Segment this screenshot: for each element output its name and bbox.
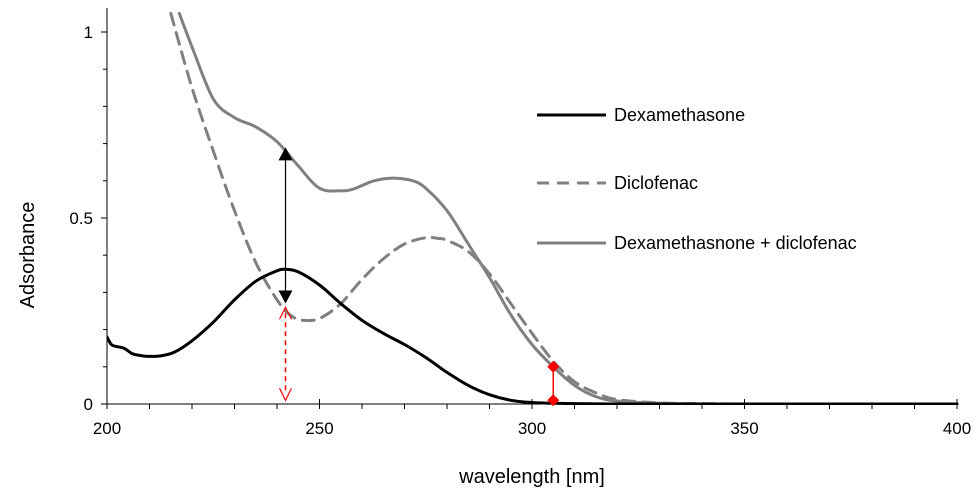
legend-label-1: Dexamethasone xyxy=(614,105,745,125)
x-tick-label: 400 xyxy=(943,419,971,438)
series-line-1 xyxy=(107,267,959,405)
x-tick-label: 200 xyxy=(93,419,121,438)
legend-label-2: Diclofenac xyxy=(614,173,698,193)
series-line-2 xyxy=(169,11,959,405)
y-tick-label: 0 xyxy=(84,395,93,414)
diamond-marker xyxy=(547,394,560,407)
x-tick-label: 250 xyxy=(305,419,333,438)
arrow-head-up xyxy=(278,147,293,161)
x-tick-label: 350 xyxy=(730,419,758,438)
arrow-head-up xyxy=(278,305,293,320)
x-tick-label: 300 xyxy=(518,419,546,438)
legend-label-3: Dexamethasnone + diclofenac xyxy=(614,233,857,253)
y-axis-title: Adsorbance xyxy=(17,202,39,309)
series-layer xyxy=(107,11,959,405)
diamond-marker xyxy=(547,360,560,373)
x-axis-title: wavelength [nm] xyxy=(458,466,605,488)
annotation-layer xyxy=(278,147,560,407)
y-tick-label: 0.5 xyxy=(69,209,93,228)
axes: 200 250 300 350 400 0 0.5 1 xyxy=(69,8,971,438)
legend: Dexamethasone Diclofenac Dexamethasnone + … xyxy=(537,105,857,253)
arrow-head-down xyxy=(278,290,293,304)
series-line-3 xyxy=(177,11,959,405)
arrow-head-down xyxy=(278,388,293,402)
y-tick-label: 1 xyxy=(84,23,93,42)
